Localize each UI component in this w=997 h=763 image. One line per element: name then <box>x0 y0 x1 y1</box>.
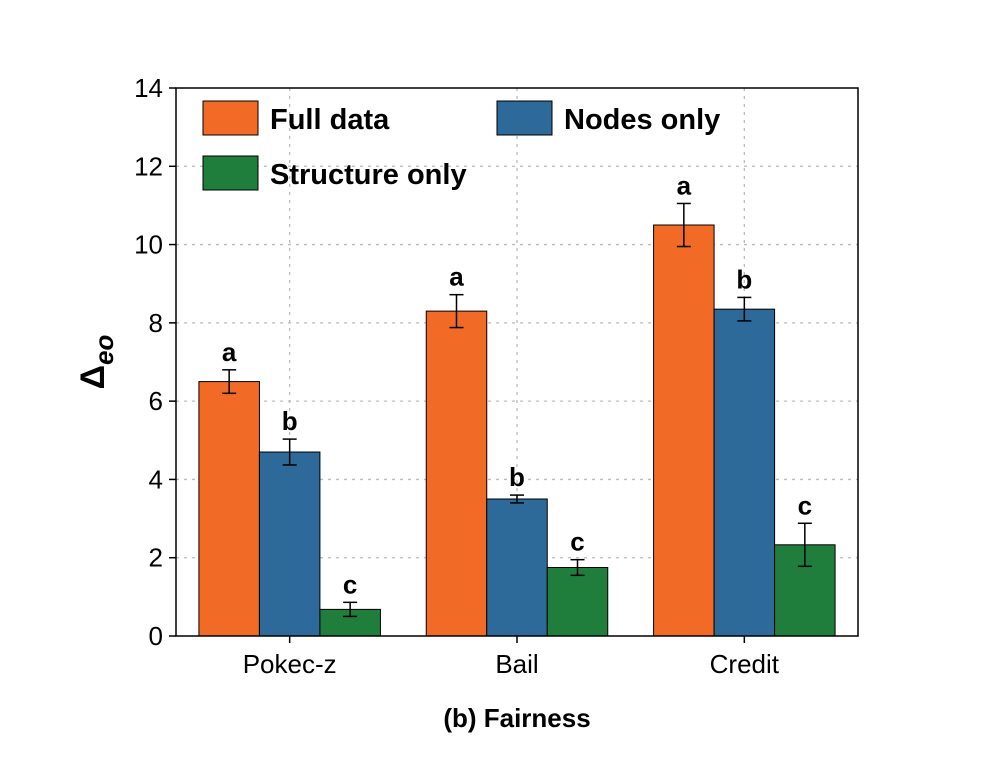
x-tick-label: Credit <box>710 649 780 679</box>
legend-label: Nodes only <box>564 104 720 136</box>
y-tick-label: 8 <box>149 308 163 338</box>
bar <box>546 567 609 637</box>
y-axis-ticks: 0 2 4 6 8 10 12 14 <box>134 73 176 651</box>
y-tick-label: 6 <box>149 386 163 416</box>
error-bars-group <box>222 202 812 618</box>
legend-swatch <box>496 100 553 136</box>
significance-label: c <box>570 527 584 557</box>
y-axis-label-subscript: eo <box>89 334 119 364</box>
bar <box>486 498 548 637</box>
x-axis-ticks: Pokec-z Bail Credit <box>243 636 780 679</box>
legend: Full data Nodes only Structure only <box>202 100 720 191</box>
significance-label: a <box>677 170 692 200</box>
significance-label: b <box>282 406 298 436</box>
legend-label: Full data <box>270 104 390 136</box>
y-tick-label: 10 <box>134 230 163 260</box>
y-tick-label: 0 <box>149 621 163 651</box>
significance-label: a <box>449 262 464 292</box>
significance-label: a <box>222 337 237 367</box>
legend-swatch <box>202 100 259 136</box>
bar <box>198 381 260 637</box>
y-tick-label: 4 <box>149 464 163 494</box>
significance-labels-group: a a a b b b c c c <box>222 170 812 599</box>
y-axis-label: Δeo <box>74 334 119 389</box>
y-tick-label: 14 <box>134 73 163 103</box>
bar <box>258 451 321 637</box>
y-tick-label: 12 <box>134 151 163 181</box>
legend-label: Structure only <box>270 159 467 191</box>
y-tick-label: 2 <box>149 543 163 573</box>
y-axis-label-main: Δ <box>74 365 112 389</box>
significance-label: b <box>736 264 752 294</box>
legend-swatch <box>202 155 259 191</box>
bar <box>653 224 715 637</box>
x-tick-label: Pokec-z <box>243 649 337 679</box>
significance-label: b <box>509 462 525 492</box>
bar <box>713 308 776 637</box>
x-tick-label: Bail <box>495 649 538 679</box>
significance-label: c <box>343 569 357 599</box>
significance-label: c <box>798 490 812 520</box>
x-axis-label: (b) Fairness <box>443 703 590 733</box>
bar <box>425 310 488 637</box>
